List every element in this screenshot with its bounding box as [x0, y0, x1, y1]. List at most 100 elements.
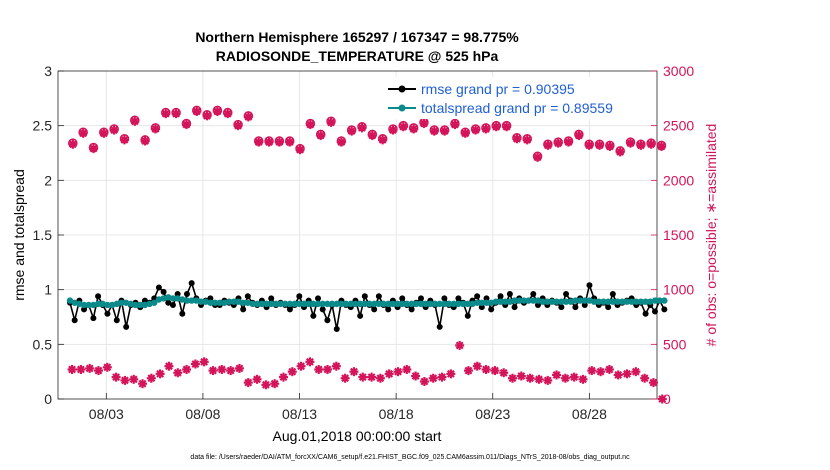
totalspread-point	[455, 300, 462, 308]
x-tick-label: 08/18	[379, 406, 414, 422]
rmse-point	[497, 293, 504, 300]
totalspread-point	[385, 300, 392, 308]
totalspread-point	[511, 297, 518, 304]
obs_lower-marker	[261, 380, 271, 390]
obs_lower-marker	[446, 369, 456, 379]
totalspread-point	[628, 298, 635, 305]
rmse-point	[361, 293, 368, 300]
rmse-point	[609, 291, 616, 298]
x-tick-label: 08/28	[572, 406, 607, 422]
totalspread-point	[436, 300, 443, 308]
rmse-point	[385, 306, 392, 313]
totalspread-point	[633, 298, 640, 305]
obs_lower-marker	[164, 361, 174, 371]
left-axis: 0 0.5 1 1.5 2 2.5 3	[33, 63, 64, 407]
rmse-point	[333, 326, 340, 333]
totalspread-point	[595, 298, 603, 305]
obs_assimilated-marker	[398, 122, 408, 132]
rmse-point	[123, 323, 130, 330]
obs_assimilated-marker	[130, 116, 140, 126]
totalspread-point	[211, 299, 219, 306]
rmse-point	[572, 304, 579, 311]
obs_lower-marker	[155, 369, 165, 379]
totalspread-point	[525, 297, 532, 304]
rmse-point	[534, 301, 541, 308]
obs_lower-marker	[657, 394, 667, 404]
totalspread-point	[338, 300, 345, 308]
obs_lower-marker	[129, 374, 139, 384]
obs_assimilated-marker	[88, 144, 98, 154]
rmse-point	[506, 291, 513, 298]
totalspread-point	[333, 300, 340, 308]
obs_assimilated-marker	[295, 145, 305, 155]
obs_assimilated-marker	[336, 137, 346, 147]
obs_assimilated-marker	[502, 122, 512, 132]
totalspread-point	[132, 301, 139, 309]
rmse-point	[95, 293, 102, 300]
totalspread-point	[661, 297, 668, 304]
rmse-point	[244, 293, 251, 300]
totalspread-point	[319, 300, 326, 308]
totalspread-point	[637, 298, 645, 305]
obs_assimilated-marker	[409, 124, 419, 134]
obs_assimilated-marker	[584, 140, 594, 150]
obs_lower-marker	[419, 377, 429, 387]
rmse-point	[155, 284, 162, 291]
obs_lower-marker	[490, 366, 500, 376]
totalspread-point	[502, 298, 509, 305]
obs_lower-marker	[393, 367, 403, 377]
chart-title-line1: Northern Hemisphere 165297 / 167347 = 98…	[195, 29, 519, 45]
obs_assimilated-marker	[223, 109, 233, 119]
obs_lower-marker	[190, 359, 200, 369]
rmse-point	[174, 291, 181, 298]
rmse-point	[474, 293, 481, 300]
obs_lower-marker	[287, 367, 297, 377]
obs_assimilated-marker	[553, 138, 563, 148]
obs_lower-marker	[349, 367, 359, 377]
totalspread-point	[324, 300, 331, 308]
obs_assimilated-marker	[78, 128, 88, 138]
obs_assimilated-marker	[626, 138, 636, 148]
totalspread-point	[85, 301, 92, 309]
right-tick-label: 0	[663, 391, 671, 407]
rmse-point	[642, 310, 649, 317]
rmse-point	[319, 306, 326, 313]
obs_lower-marker	[234, 363, 244, 373]
totalspread-point	[310, 300, 317, 308]
rmse-point	[371, 306, 378, 313]
obs_assimilated-marker	[181, 120, 191, 130]
obs_lower-marker	[331, 361, 341, 371]
totalspread-point	[642, 298, 649, 305]
rmse-point	[141, 297, 148, 304]
obs_lower-marker	[596, 367, 606, 377]
rmse-point	[179, 310, 186, 317]
obs_assimilated-marker	[460, 128, 470, 138]
obs_assimilated-marker	[254, 137, 264, 147]
obs_lower-marker	[138, 379, 148, 389]
totalspread-point	[473, 299, 481, 306]
right-axis: 0 500 1000 1500 2000 2500 3000	[651, 63, 694, 407]
totalspread-point	[197, 298, 205, 305]
rmse-point	[455, 295, 462, 302]
totalspread-point	[225, 298, 233, 305]
left-tick-label: 0.5	[33, 336, 53, 352]
totalspread-point	[305, 300, 312, 308]
obs_assimilated-marker	[512, 134, 522, 144]
rmse-point	[441, 295, 448, 302]
rmse-point	[530, 291, 537, 298]
x-tick-label: 08/03	[89, 406, 124, 422]
obs_lower-marker	[67, 364, 77, 374]
totalspread-point	[352, 300, 359, 308]
totalspread-point	[478, 299, 486, 306]
totalspread-point	[520, 297, 528, 304]
totalspread-point	[277, 300, 284, 308]
obs_assimilated-marker	[119, 135, 129, 145]
totalspread-point	[619, 298, 626, 305]
totalspread-point	[104, 301, 111, 309]
totalspread-point	[342, 300, 350, 308]
legend-box	[383, 77, 653, 119]
rmse-point	[169, 301, 176, 308]
totalspread-point	[417, 300, 425, 308]
obs_assimilated-marker	[305, 120, 315, 130]
